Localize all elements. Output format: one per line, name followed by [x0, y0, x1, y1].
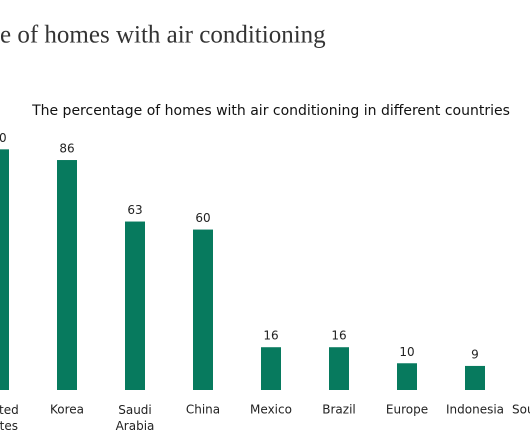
x-tick-label: Europe: [386, 403, 428, 417]
bar: [125, 221, 145, 390]
value-label: 16: [263, 329, 278, 343]
value-label: 9: [471, 347, 479, 361]
x-tick-label: Sou: [512, 403, 530, 417]
x-tick-label: Mexico: [250, 403, 292, 417]
value-label: 63: [127, 203, 142, 217]
chart-title: e of homes with air conditioning: [0, 22, 326, 49]
bar: [397, 363, 417, 390]
x-tick-label: China: [186, 403, 220, 417]
x-tick-label: UnitedStates: [0, 403, 19, 433]
bar: [193, 229, 213, 390]
value-label: 60: [195, 211, 210, 225]
value-label: 90: [0, 131, 7, 145]
x-tick-label: Brazil: [322, 403, 356, 417]
value-label: 10: [399, 345, 414, 359]
bar: [465, 365, 485, 390]
bar: [329, 347, 349, 390]
chart-subtitle: The percentage of homes with air conditi…: [31, 103, 510, 119]
bar: [0, 149, 9, 390]
bar: [57, 160, 77, 390]
x-tick-label: Indonesia: [446, 403, 504, 417]
value-label: 86: [59, 142, 74, 156]
x-tick-label: Korea: [50, 403, 84, 417]
bar: [261, 347, 281, 390]
value-label: 16: [331, 329, 346, 343]
x-tick-label: Saudi Arabia: [116, 403, 155, 433]
